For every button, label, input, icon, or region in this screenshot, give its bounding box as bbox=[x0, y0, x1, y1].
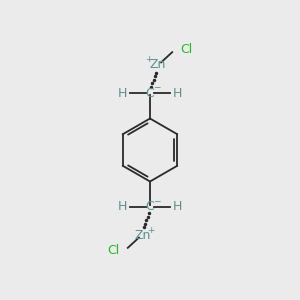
Text: −: − bbox=[153, 196, 160, 205]
Text: H: H bbox=[118, 200, 128, 214]
Text: −: − bbox=[153, 82, 160, 91]
Text: H: H bbox=[172, 86, 182, 100]
Text: Cl: Cl bbox=[107, 244, 119, 257]
Text: Zn: Zn bbox=[149, 58, 166, 71]
Text: +: + bbox=[145, 55, 153, 64]
Text: +: + bbox=[147, 226, 155, 235]
Text: Cl: Cl bbox=[181, 43, 193, 56]
Text: H: H bbox=[118, 86, 128, 100]
Text: Zn: Zn bbox=[134, 229, 151, 242]
Text: H: H bbox=[172, 200, 182, 214]
Text: C: C bbox=[146, 200, 154, 214]
Text: C: C bbox=[146, 86, 154, 100]
